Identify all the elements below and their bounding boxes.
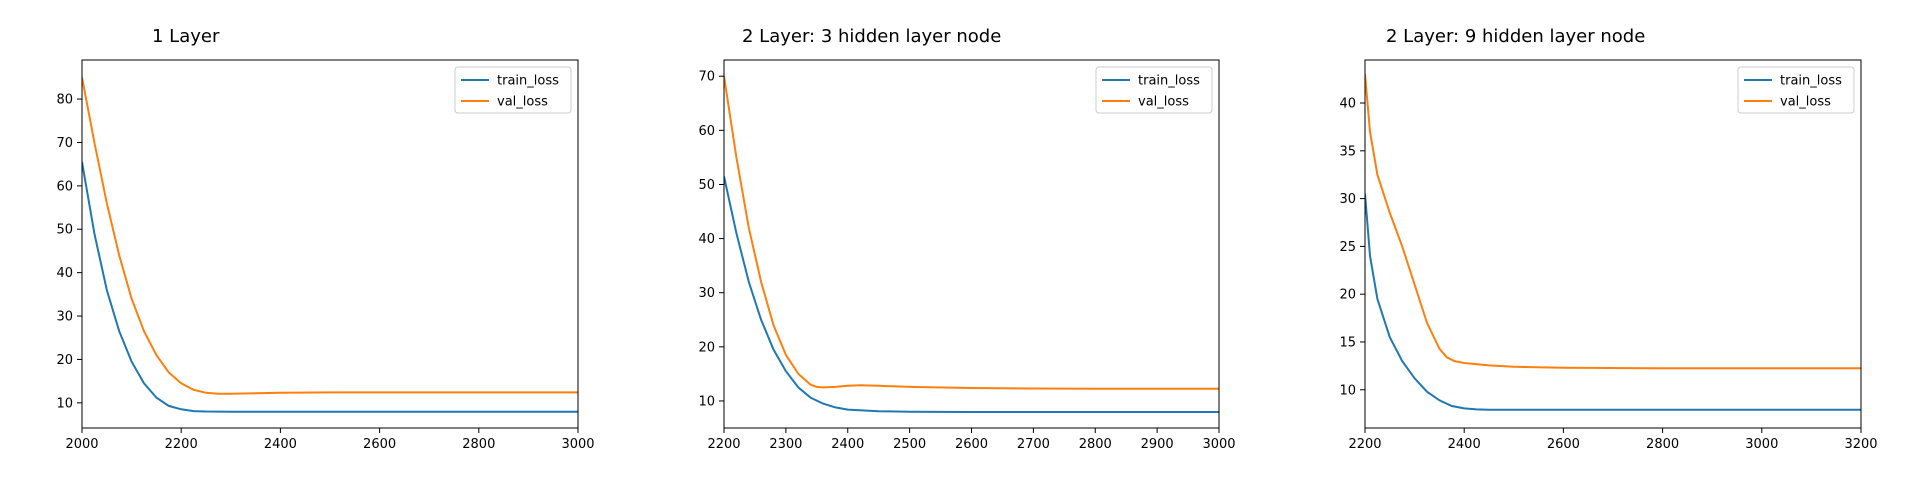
y-tick-label: 20	[1339, 288, 1356, 303]
legend-label-train-loss: train_loss	[1780, 74, 1842, 89]
x-tick-label: 2000	[65, 437, 98, 452]
series-line-val-loss	[1365, 74, 1861, 370]
axes-frame	[81, 59, 579, 429]
chart-panel-2-layer-3-nodes: 2 Layer: 3 hidden layer node 2200 2300 2400…	[698, 26, 1235, 452]
x-tick-label: 2200	[165, 437, 198, 452]
y-tick-label: 35	[1339, 144, 1356, 159]
x-tick-label: 2800	[462, 437, 495, 452]
series-line-train-loss	[82, 161, 578, 413]
legend-label-train-loss: train_loss	[497, 74, 559, 89]
y-tick-label: 20	[56, 353, 73, 368]
x-tick-label: 3000	[1745, 437, 1778, 452]
y-tick-label: 70	[56, 136, 73, 151]
x-tick-label: 2200	[1348, 437, 1381, 452]
chart-title: 2 Layer: 3 hidden layer node	[742, 26, 1001, 47]
y-tick-label: 10	[1339, 383, 1356, 398]
legend: train_loss val_loss	[454, 66, 572, 114]
axes-frame	[1364, 59, 1862, 429]
y-tick-label: 40	[698, 232, 715, 247]
series-line-train-loss	[724, 176, 1219, 413]
x-tick-label: 3200	[1844, 437, 1877, 452]
y-tick-label: 10	[56, 396, 73, 411]
x-tick-label: 2600	[1547, 437, 1580, 452]
x-tick-label: 2200	[707, 437, 740, 452]
chart-title: 2 Layer: 9 hidden layer node	[1386, 26, 1645, 47]
x-tick-label: 2800	[1079, 437, 1112, 452]
y-tick-label: 40	[1339, 97, 1356, 112]
y-tick-label: 60	[56, 179, 73, 194]
y-tick-label: 50	[698, 178, 715, 193]
series-line-train-loss	[1365, 193, 1861, 411]
x-tick-label: 2900	[1141, 437, 1174, 452]
y-tick-label: 30	[698, 286, 715, 301]
y-tick-label: 30	[1339, 192, 1356, 207]
x-tick-label: 2400	[264, 437, 297, 452]
x-tick-label: 3000	[561, 437, 594, 452]
y-tick-label: 60	[698, 124, 715, 139]
legend: train_loss val_loss	[1737, 66, 1855, 114]
series-line-val-loss	[724, 76, 1219, 390]
x-tick-label: 2800	[1646, 437, 1679, 452]
legend-label-train-loss: train_loss	[1138, 74, 1200, 89]
x-tick-label: 3000	[1202, 437, 1235, 452]
y-tick-label: 80	[56, 93, 73, 108]
chart-panel-2-layer-9-nodes: 2 Layer: 9 hidden layer node 2200 2400 2600…	[1339, 26, 1877, 452]
y-tick-label: 25	[1339, 240, 1356, 255]
x-tick-label: 2500	[893, 437, 926, 452]
legend-label-val-loss: val_loss	[1780, 95, 1831, 110]
x-tick-label: 2700	[1017, 437, 1050, 452]
legend-label-val-loss: val_loss	[1138, 95, 1189, 110]
y-tick-label: 30	[56, 310, 73, 325]
legend-label-val-loss: val_loss	[497, 95, 548, 110]
x-tick-label: 2400	[831, 437, 864, 452]
legend: train_loss val_loss	[1095, 66, 1213, 114]
x-tick-label: 2400	[1448, 437, 1481, 452]
y-tick-label: 15	[1339, 335, 1356, 350]
series-line-val-loss	[82, 77, 578, 395]
x-tick-label: 2600	[955, 437, 988, 452]
chart-panel-1-layer: 1 Layer 2000 2200 2400 2600 2800 3000 10 20 30 40 5…	[56, 26, 594, 452]
y-tick-label: 10	[698, 394, 715, 409]
x-tick-label: 2600	[363, 437, 396, 452]
y-tick-label: 40	[56, 266, 73, 281]
chart-title: 1 Layer	[152, 26, 220, 47]
y-tick-label: 70	[698, 70, 715, 85]
x-tick-label: 2300	[769, 437, 802, 452]
y-tick-label: 50	[56, 223, 73, 238]
y-tick-label: 20	[698, 340, 715, 355]
